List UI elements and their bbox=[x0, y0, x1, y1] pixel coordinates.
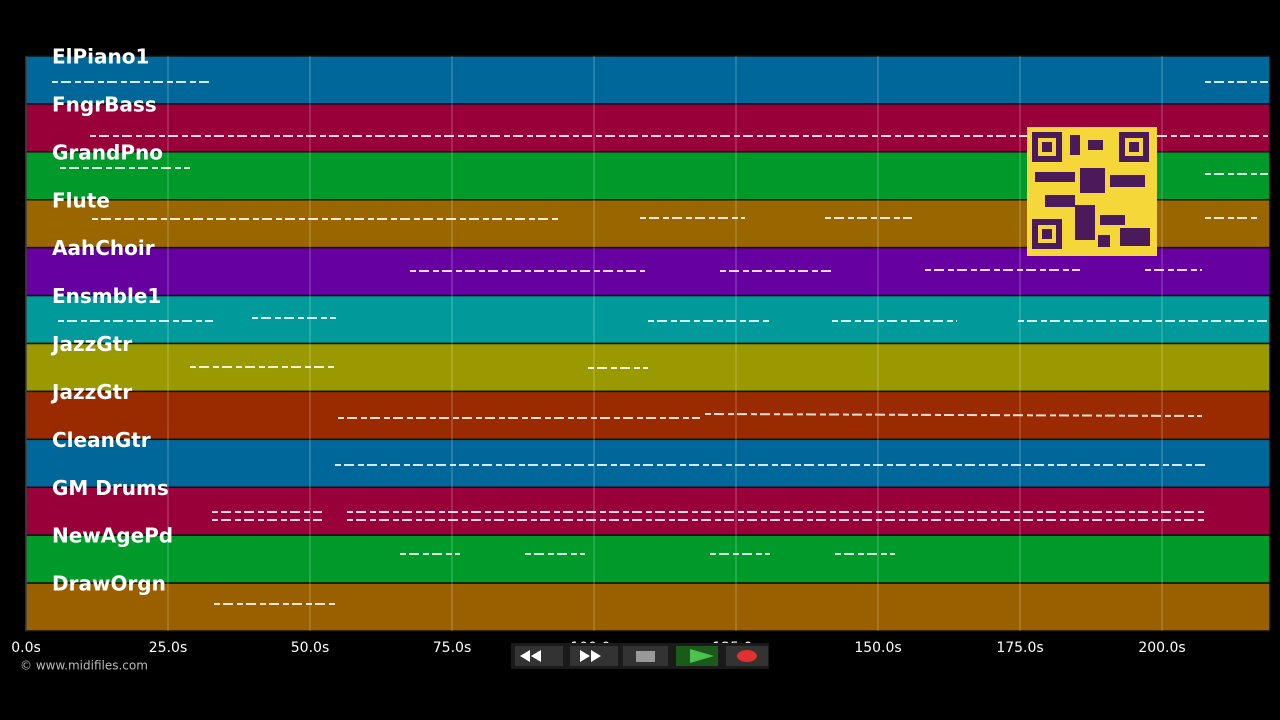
track-lane bbox=[25, 294, 1271, 345]
x-tick-label: 175.0s bbox=[996, 640, 1043, 656]
track-label: AahChoir bbox=[52, 236, 155, 260]
qr-code bbox=[1027, 127, 1157, 256]
stop-button[interactable] bbox=[623, 646, 668, 666]
record-button[interactable] bbox=[726, 646, 768, 666]
track-label: GrandPno bbox=[52, 140, 163, 164]
track-label: ElPiano1 bbox=[52, 45, 149, 69]
play-button[interactable] bbox=[676, 646, 718, 666]
rewind-button[interactable] bbox=[515, 646, 563, 666]
track-lane bbox=[25, 582, 1271, 632]
track-label: FngrBass bbox=[52, 92, 157, 116]
grid bbox=[25, 56, 1163, 631]
x-tick-label: 150.0s bbox=[854, 640, 901, 656]
track-label: Ensmble1 bbox=[52, 284, 161, 308]
controls bbox=[511, 643, 769, 669]
forward-button[interactable] bbox=[570, 646, 618, 666]
x-tick-label: 75.0s bbox=[433, 640, 471, 656]
track-label: CleanGtr bbox=[52, 428, 151, 452]
x-tick-label: 50.0s bbox=[291, 640, 329, 656]
copyright: © www.midifiles.com bbox=[20, 659, 148, 673]
track-lane bbox=[25, 55, 1271, 105]
track-label: JazzGtr bbox=[50, 380, 132, 404]
track-label: DrawOrgn bbox=[52, 572, 166, 596]
x-tick-label: 0.0s bbox=[11, 640, 41, 656]
track-label: JazzGtr bbox=[50, 332, 132, 356]
track-label: NewAgePd bbox=[52, 524, 173, 548]
track-label: GM Drums bbox=[52, 476, 169, 500]
x-tick-label: 200.0s bbox=[1138, 640, 1185, 656]
track-label: Flute bbox=[52, 188, 110, 212]
track-lane bbox=[25, 438, 1271, 489]
track-lane bbox=[25, 534, 1271, 584]
x-tick-label: 25.0s bbox=[149, 640, 187, 656]
